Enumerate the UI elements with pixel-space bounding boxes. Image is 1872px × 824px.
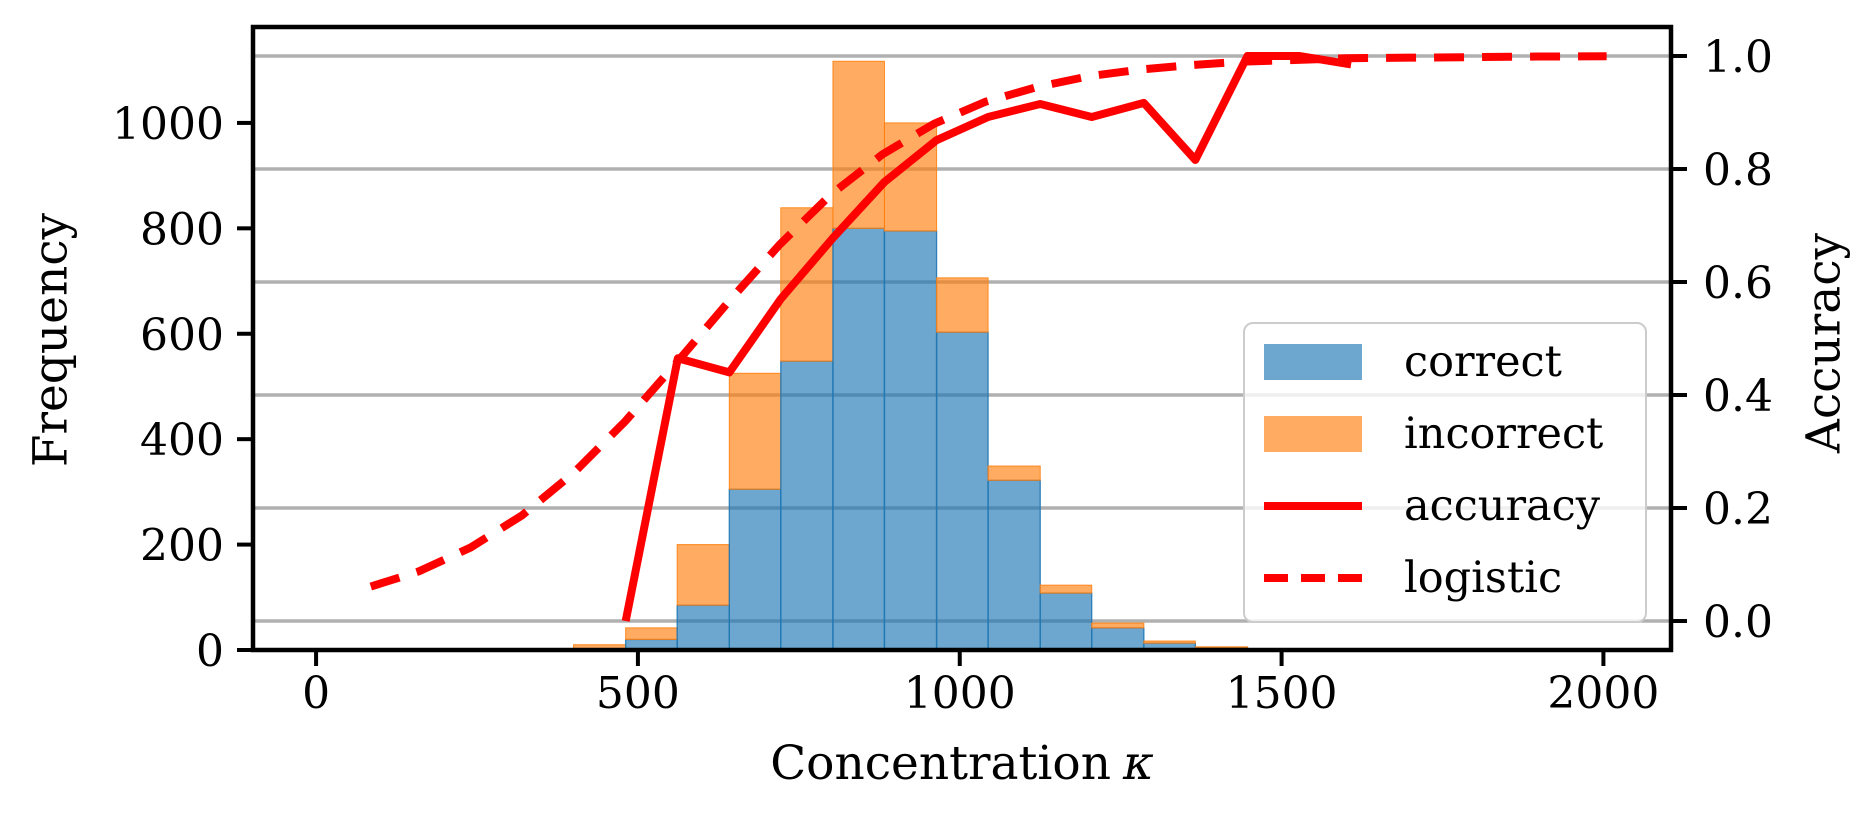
bar-correct [883,230,938,651]
y-right-tick-label: 0.0 [1703,597,1773,648]
y-right-tick-label: 0.4 [1703,371,1773,422]
solid-line-sample [1264,502,1362,510]
x-tick-label: 0 [302,668,330,719]
legend-label: logistic [1404,552,1563,603]
legend-label: incorrect [1404,408,1604,459]
legend-item-accuracy: accuracy [1245,470,1645,542]
x-tick-label: 1000 [904,668,1016,719]
bar-incorrect [676,544,730,606]
bar-correct [780,360,834,651]
bar-correct [1039,592,1093,651]
accuracy-line [621,51,1352,622]
x-tick-label: 1500 [1226,668,1338,719]
bar-incorrect [832,60,885,229]
bar-correct [935,331,989,651]
legend-item-incorrect: incorrect [1245,398,1645,470]
logistic-line [369,52,1607,591]
bar-correct [832,227,886,651]
bar-correct [987,479,1041,651]
x-tick-label: 2000 [1547,668,1659,719]
y-left-tick-label: 1000 [112,99,224,150]
bar-incorrect [1143,640,1196,644]
x-axis-label: Concentration κ [253,736,1671,791]
y-left-tick-label: 800 [140,204,224,255]
bar-incorrect [1039,584,1093,594]
bar-incorrect [1194,646,1248,648]
y-axis-label-left: Frequency [23,212,79,468]
y-axis-label-right: Accuracy [1796,232,1852,454]
incorrect-swatch [1264,416,1362,452]
kappa-symbol: κ [1122,736,1154,791]
legend-item-correct: correct [1245,326,1645,398]
bar-correct [676,604,730,651]
bar-correct [728,488,782,651]
y-right-tick-label: 0.6 [1703,258,1773,309]
legend-item-logistic: logistic [1245,542,1645,614]
y-left-tick-label: 200 [140,521,224,572]
y-right-tick-label: 1.0 [1703,32,1773,83]
legend-label: correct [1404,336,1562,387]
bar-incorrect [936,277,989,333]
y-left-tick-label: 0 [196,626,224,677]
y-left-tick-label: 600 [140,310,224,361]
bar-incorrect [987,465,1041,481]
y-left-tick-label: 400 [140,415,224,466]
x-tick-label: 500 [596,668,680,719]
bar-incorrect [625,627,678,640]
bar-incorrect [728,372,782,490]
y-right-tick-label: 0.8 [1703,145,1773,196]
plot-border [250,24,1674,653]
dashed-line-sample [1264,574,1362,582]
x-axis-label-text: Concentration [770,736,1111,791]
legend-label: accuracy [1404,480,1601,531]
bar-incorrect [1091,622,1145,629]
bar-correct [1091,627,1145,651]
y-right-tick-label: 0.2 [1703,484,1773,535]
correct-swatch [1264,344,1362,380]
legend: correct incorrect accuracy logistic [1243,322,1647,623]
